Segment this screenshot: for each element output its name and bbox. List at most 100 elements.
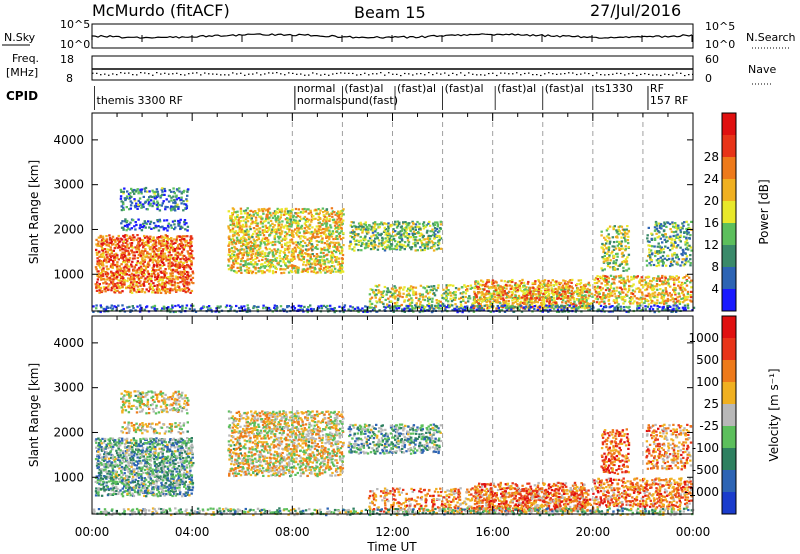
data-cell <box>609 243 611 245</box>
data-cell <box>191 250 193 252</box>
data-cell <box>288 228 290 230</box>
data-cell <box>675 231 677 233</box>
data-cell <box>454 294 456 296</box>
data-cell <box>665 291 667 293</box>
data-cell <box>543 300 545 302</box>
data-cell <box>312 233 314 235</box>
data-cell <box>420 233 422 235</box>
data-cell <box>231 256 233 258</box>
nave-dot <box>120 72 122 73</box>
data-cell <box>626 225 628 227</box>
data-cell <box>123 283 125 285</box>
data-cell <box>272 264 274 266</box>
data-cell <box>243 251 245 253</box>
data-cell <box>677 225 679 227</box>
data-cell <box>185 198 187 200</box>
data-cell <box>658 292 660 294</box>
data-cell <box>547 288 549 290</box>
data-cell <box>508 303 510 305</box>
data-cell <box>430 285 432 287</box>
data-cell <box>123 269 125 271</box>
data-cell <box>255 219 257 221</box>
nave-dot <box>216 74 218 75</box>
data-cell <box>689 264 691 266</box>
data-cell <box>274 244 276 246</box>
data-cell <box>283 214 285 216</box>
data-cell <box>254 230 256 232</box>
data-cell <box>320 268 322 270</box>
data-cell <box>615 248 617 250</box>
data-cell <box>108 261 110 263</box>
data-cell <box>167 288 169 290</box>
data-cell <box>579 293 581 295</box>
data-cell <box>140 266 142 268</box>
data-cell <box>585 296 587 298</box>
data-cell <box>623 296 625 298</box>
data-cell <box>610 275 612 277</box>
data-cell <box>310 243 312 245</box>
nave-dot <box>612 74 614 75</box>
data-cell <box>606 235 608 237</box>
nave-dot <box>568 72 570 73</box>
data-cell <box>232 250 234 252</box>
data-cell <box>335 258 337 260</box>
data-cell <box>601 277 603 279</box>
data-cell <box>449 292 451 294</box>
nave-dot <box>168 74 170 75</box>
data-cell <box>670 242 672 244</box>
nave-dot <box>192 73 194 74</box>
data-cell <box>105 254 107 256</box>
data-cell <box>119 280 121 282</box>
nave-dot <box>556 74 558 75</box>
data-cell <box>400 287 402 289</box>
data-cell <box>553 299 555 301</box>
freq-panel: Freq. [MHz] 18 8 60 0 Nave <box>6 52 776 85</box>
data-cell <box>614 225 616 227</box>
data-cell <box>146 305 148 307</box>
data-cell <box>656 302 658 304</box>
data-cell <box>660 251 662 253</box>
data-cell <box>259 245 261 247</box>
data-cell <box>676 275 678 277</box>
data-cell <box>300 218 302 220</box>
data-cell <box>95 268 97 270</box>
data-cell <box>190 235 192 237</box>
data-cell <box>648 248 650 250</box>
data-cell <box>311 249 313 251</box>
data-cell <box>673 252 675 254</box>
data-cell <box>250 261 252 263</box>
nave-dot <box>656 74 658 75</box>
data-cell <box>236 211 238 213</box>
data-cell <box>683 221 685 223</box>
data-cell <box>245 221 247 223</box>
data-cell <box>437 287 439 289</box>
data-cell <box>418 226 420 228</box>
data-cell <box>572 292 574 294</box>
data-cell <box>519 289 521 291</box>
data-cell <box>154 305 156 307</box>
data-cell <box>179 281 181 283</box>
nave-dot <box>280 73 282 74</box>
nave-dot <box>244 75 246 76</box>
data-cell <box>414 239 416 241</box>
data-cell <box>455 287 457 289</box>
data-cell <box>147 256 149 258</box>
nave-dot <box>404 73 406 74</box>
data-cell <box>686 255 688 257</box>
data-cell <box>137 257 139 259</box>
data-cell <box>417 249 419 251</box>
data-cell <box>332 230 334 232</box>
power-time-markers <box>292 113 643 311</box>
data-cell <box>687 260 689 262</box>
data-cell <box>117 238 119 240</box>
data-cell <box>355 226 357 228</box>
data-cell <box>659 288 661 290</box>
data-cell <box>323 259 325 261</box>
data-cell <box>689 258 691 260</box>
data-cell <box>378 239 380 241</box>
data-cell <box>153 227 155 229</box>
data-cell <box>505 300 507 302</box>
data-cell <box>146 288 148 290</box>
data-cell <box>375 289 377 291</box>
data-cell <box>654 238 656 240</box>
